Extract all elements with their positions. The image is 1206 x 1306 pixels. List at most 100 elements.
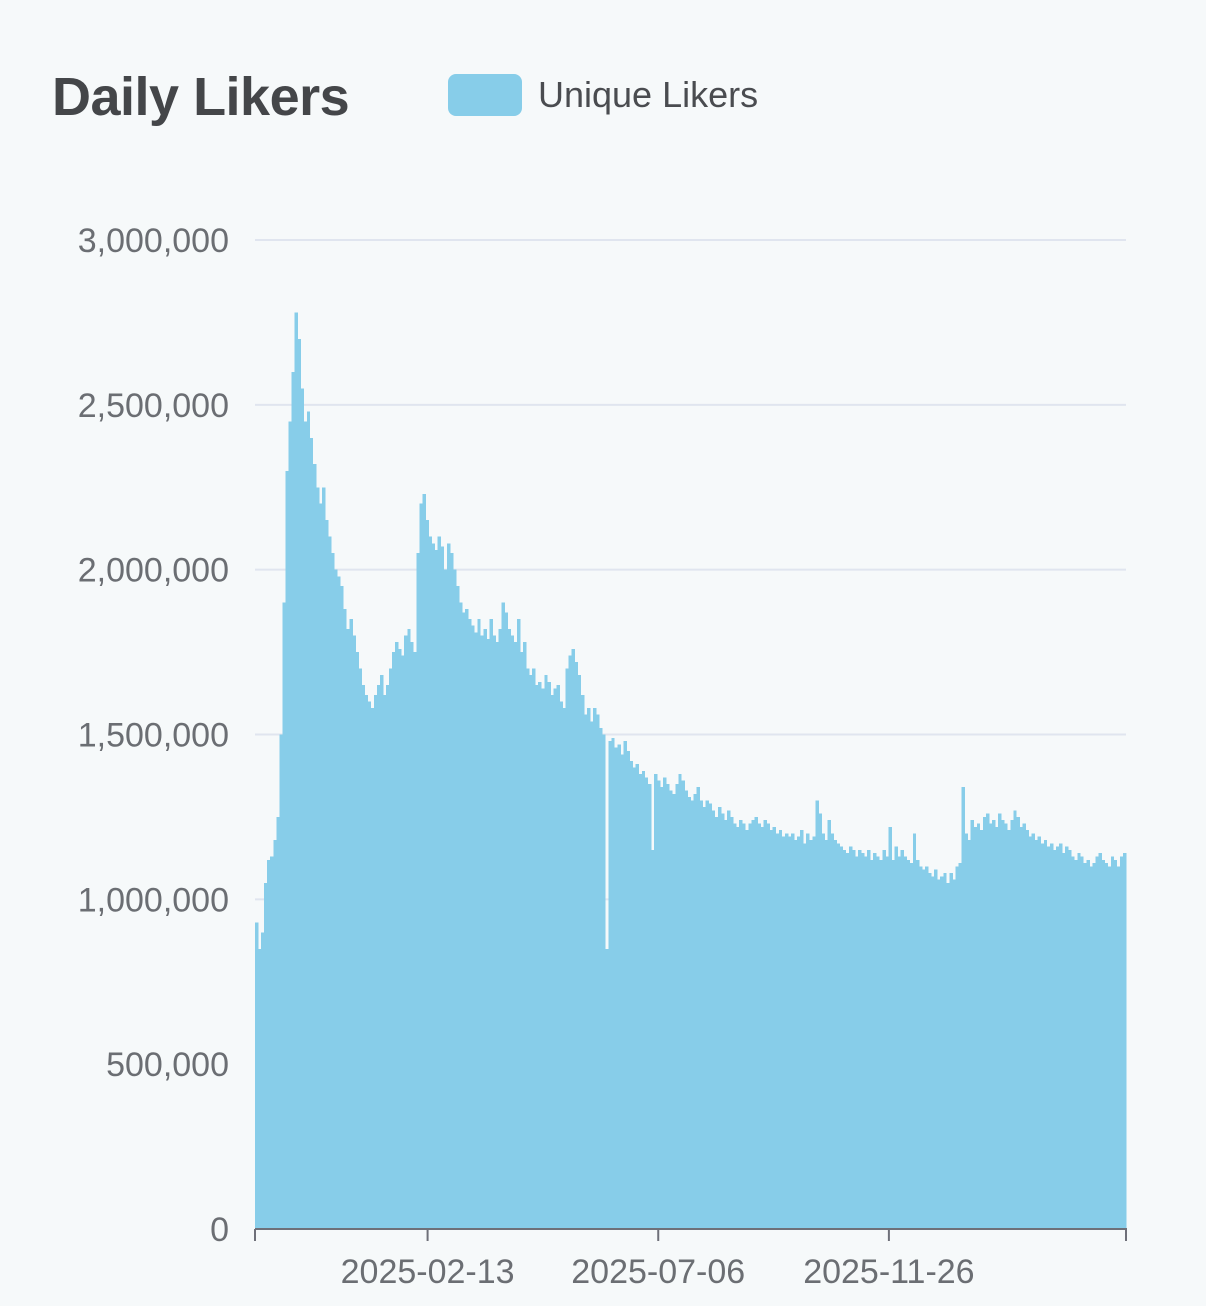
bar[interactable] (794, 839, 798, 1229)
bar[interactable] (1068, 849, 1072, 1229)
bar[interactable] (736, 826, 740, 1229)
bar[interactable] (641, 770, 646, 1229)
bar[interactable] (861, 853, 865, 1229)
bar[interactable] (608, 741, 612, 1229)
bar[interactable] (309, 437, 314, 1229)
bar[interactable] (1095, 856, 1099, 1229)
bar[interactable] (882, 849, 886, 1229)
bar[interactable] (389, 668, 393, 1229)
bar[interactable] (967, 839, 972, 1229)
bar[interactable] (541, 688, 545, 1229)
bar[interactable] (742, 823, 746, 1229)
bar[interactable] (705, 800, 710, 1229)
legend[interactable]: Unique Likers (448, 74, 758, 116)
bar[interactable] (1016, 816, 1020, 1229)
bar[interactable] (556, 685, 560, 1229)
bar[interactable] (599, 727, 603, 1229)
bar[interactable] (538, 681, 542, 1229)
bar[interactable] (921, 869, 926, 1229)
bar[interactable] (318, 503, 323, 1229)
bar[interactable] (711, 810, 716, 1229)
bar[interactable] (580, 694, 585, 1229)
bar[interactable] (724, 820, 728, 1229)
bar[interactable] (833, 839, 838, 1229)
bar[interactable] (873, 853, 877, 1229)
bar[interactable] (477, 619, 481, 1229)
bar[interactable] (763, 820, 767, 1229)
bar[interactable] (1116, 866, 1121, 1229)
bar[interactable] (1007, 830, 1011, 1229)
bar[interactable] (328, 536, 332, 1229)
bar[interactable] (492, 635, 496, 1229)
bar[interactable] (858, 849, 862, 1229)
bar[interactable] (465, 609, 469, 1229)
bar[interactable] (267, 859, 271, 1229)
bar[interactable] (727, 810, 731, 1229)
bar[interactable] (1040, 843, 1045, 1229)
bar[interactable] (842, 849, 847, 1229)
bar[interactable] (988, 823, 993, 1229)
bar[interactable] (1077, 853, 1081, 1229)
bar[interactable] (337, 576, 341, 1229)
bar[interactable] (891, 859, 895, 1229)
bar[interactable] (553, 688, 557, 1229)
bar[interactable] (979, 830, 984, 1229)
bar[interactable] (523, 642, 527, 1229)
bar[interactable] (255, 922, 259, 1229)
bar[interactable] (992, 820, 996, 1229)
bar[interactable] (596, 714, 600, 1229)
bar[interactable] (800, 830, 804, 1229)
bar[interactable] (684, 790, 688, 1229)
bar[interactable] (830, 833, 834, 1229)
bar[interactable] (909, 863, 914, 1229)
bar[interactable] (297, 338, 302, 1229)
bar[interactable] (614, 747, 618, 1229)
bar[interactable] (839, 846, 844, 1229)
bar[interactable] (593, 708, 597, 1229)
bar[interactable] (312, 464, 317, 1229)
bar[interactable] (483, 629, 487, 1229)
bar[interactable] (666, 783, 670, 1229)
bar[interactable] (632, 767, 637, 1229)
bar[interactable] (440, 546, 445, 1229)
bar[interactable] (693, 793, 697, 1229)
bar[interactable] (769, 830, 774, 1229)
bar[interactable] (897, 856, 901, 1229)
bar[interactable] (480, 635, 484, 1229)
bar[interactable] (276, 816, 280, 1229)
bar[interactable] (766, 823, 771, 1229)
bar[interactable] (748, 823, 752, 1229)
bar[interactable] (617, 744, 621, 1229)
bar[interactable] (1119, 856, 1124, 1229)
bar[interactable] (349, 619, 353, 1229)
bar[interactable] (605, 948, 609, 1229)
bar[interactable] (407, 629, 411, 1229)
bar[interactable] (1052, 849, 1057, 1229)
bar[interactable] (1086, 859, 1090, 1229)
bar[interactable] (300, 388, 305, 1230)
bar[interactable] (459, 602, 463, 1229)
bar[interactable] (294, 312, 298, 1229)
bar[interactable] (925, 866, 929, 1229)
bar[interactable] (638, 774, 643, 1229)
bar[interactable] (1022, 823, 1026, 1229)
bar[interactable] (452, 569, 457, 1229)
bar[interactable] (547, 681, 551, 1229)
bar[interactable] (663, 777, 667, 1229)
bar[interactable] (1065, 846, 1069, 1229)
bar[interactable] (1092, 863, 1096, 1229)
bar[interactable] (946, 882, 950, 1229)
bar[interactable] (373, 694, 378, 1229)
bar[interactable] (620, 754, 624, 1229)
bar[interactable] (282, 602, 286, 1229)
bar[interactable] (288, 421, 292, 1230)
bar[interactable] (812, 836, 816, 1229)
bar[interactable] (867, 849, 871, 1229)
bar[interactable] (720, 813, 725, 1229)
bar[interactable] (577, 675, 582, 1229)
bar[interactable] (376, 685, 381, 1229)
bar[interactable] (519, 652, 524, 1229)
bar[interactable] (937, 879, 941, 1229)
bar[interactable] (602, 734, 606, 1230)
bar[interactable] (382, 694, 387, 1229)
